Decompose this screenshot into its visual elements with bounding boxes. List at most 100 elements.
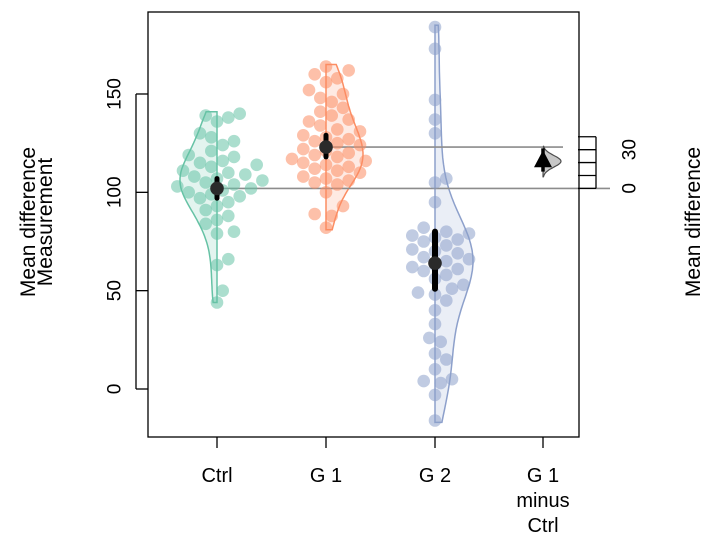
y-axis-title-left: Measurement	[34, 158, 57, 287]
data-point	[256, 174, 269, 187]
data-point	[462, 227, 476, 240]
data-point	[205, 160, 218, 174]
data-point	[428, 304, 442, 317]
data-point	[434, 376, 448, 390]
data-point	[319, 172, 333, 185]
data-point	[331, 150, 344, 164]
data-point	[216, 138, 229, 152]
data-point	[342, 174, 356, 187]
data-point	[331, 136, 344, 150]
data-point	[336, 101, 350, 115]
x-tick-label-line: G 1	[310, 465, 342, 487]
data-point	[353, 138, 367, 152]
data-point	[406, 229, 419, 242]
data-point	[233, 107, 246, 120]
data-point	[445, 282, 459, 296]
data-point	[210, 258, 224, 272]
data-point	[457, 278, 470, 292]
data-point	[331, 123, 344, 136]
data-point	[342, 146, 356, 160]
data-point	[297, 170, 310, 183]
data-point	[445, 372, 459, 386]
x-tick-label: G 1 minus Ctrl	[516, 465, 569, 537]
mean-difference-marker	[534, 150, 552, 168]
right-tick-label: 30	[620, 139, 641, 160]
data-point	[451, 262, 465, 276]
x-tick-label-line: Ctrl	[201, 465, 232, 487]
data-point	[227, 225, 241, 238]
data-point	[250, 158, 263, 172]
data-point	[406, 260, 419, 274]
data-point	[434, 335, 448, 349]
data-point	[428, 363, 442, 376]
plot-frame	[147, 11, 580, 438]
data-point	[297, 142, 310, 156]
data-point	[440, 294, 453, 307]
data-point	[205, 144, 218, 158]
data-point	[440, 172, 453, 185]
y-tick-label: 0	[105, 384, 126, 395]
data-point	[233, 190, 246, 203]
data-point	[428, 195, 442, 209]
plot-area	[171, 20, 610, 427]
data-point	[428, 414, 442, 427]
data-point	[440, 225, 453, 238]
group-mean-marker	[210, 181, 224, 196]
data-point	[325, 95, 339, 109]
data-point	[462, 252, 476, 266]
data-point	[336, 199, 350, 213]
data-point	[417, 221, 431, 234]
data-point	[239, 168, 252, 181]
data-point	[342, 160, 356, 174]
x-tick-label-line: G 2	[419, 465, 451, 487]
data-point	[336, 87, 350, 101]
data-point	[331, 178, 344, 191]
right-tick-label: 0	[620, 183, 641, 194]
data-point	[342, 64, 356, 77]
data-point	[314, 119, 327, 132]
data-point	[411, 286, 425, 299]
data-point	[308, 162, 322, 175]
data-point	[428, 317, 442, 331]
y-axis-title-left-overlay: Mean difference	[17, 147, 40, 297]
data-point	[417, 250, 431, 264]
data-point	[319, 158, 333, 172]
y-tick-label: 100	[105, 176, 126, 208]
y-tick-label: 50	[105, 280, 126, 301]
data-point	[193, 127, 207, 140]
data-point	[440, 353, 453, 366]
group-mean-marker	[428, 256, 442, 270]
group-mean-marker	[319, 140, 333, 154]
data-point	[222, 111, 235, 124]
data-point	[199, 109, 212, 122]
data-point	[353, 166, 367, 179]
data-point	[428, 20, 442, 34]
data-point	[417, 374, 431, 388]
data-point	[210, 227, 224, 240]
data-point	[428, 388, 442, 402]
data-point	[244, 182, 258, 195]
data-point	[222, 209, 235, 223]
data-point	[417, 235, 431, 248]
data-point	[210, 199, 224, 213]
data-point	[319, 221, 333, 234]
data-point	[440, 254, 453, 268]
data-point	[342, 113, 356, 126]
violin-3	[434, 24, 474, 424]
data-point	[428, 127, 442, 140]
data-point	[297, 156, 310, 170]
data-point	[331, 72, 344, 85]
data-point	[227, 134, 241, 148]
data-point	[210, 115, 224, 128]
axis-titles: Measurement Mean difference Mean differe…	[17, 147, 705, 297]
data-point	[308, 134, 322, 148]
data-point	[451, 247, 465, 260]
data-point	[285, 152, 299, 166]
data-point	[171, 180, 184, 193]
data-point	[319, 60, 333, 73]
x-tick-label: Ctrl	[201, 465, 232, 487]
data-point	[428, 93, 442, 107]
data-point	[193, 156, 207, 170]
data-point	[325, 209, 339, 223]
